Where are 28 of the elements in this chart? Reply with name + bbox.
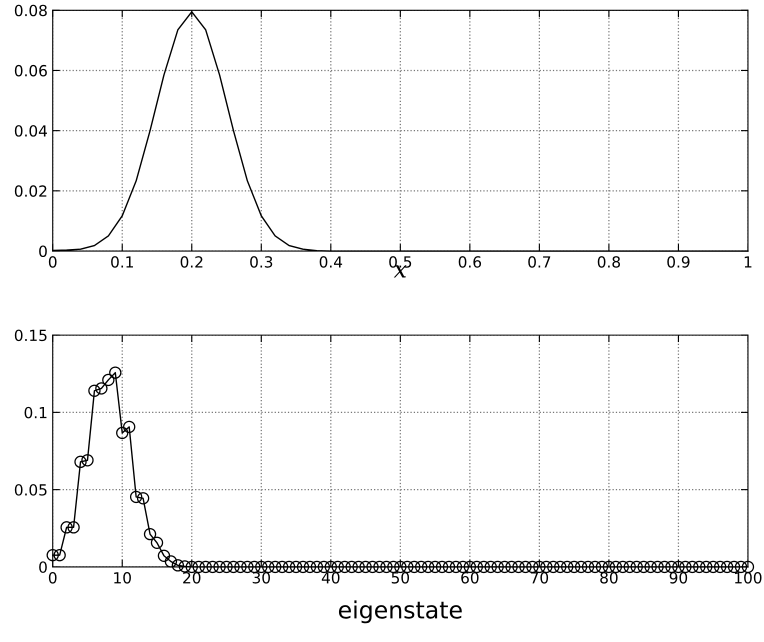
y-tick-label: 0.08 bbox=[14, 4, 47, 16]
x-tick-label: 0.9 bbox=[667, 256, 690, 268]
y-tick-label: 0.04 bbox=[14, 125, 47, 137]
y-tick-label: 0.15 bbox=[14, 330, 47, 342]
x-tick-label: 20 bbox=[183, 572, 200, 584]
y-tick-label: 0.05 bbox=[14, 484, 47, 496]
x-tick-label: 40 bbox=[322, 572, 340, 584]
x-tick-label: 0.7 bbox=[528, 256, 550, 268]
y-tick-label: 0.06 bbox=[14, 64, 47, 76]
x-tick-label: 0.8 bbox=[598, 256, 620, 268]
x-tick-label: 10 bbox=[114, 572, 131, 584]
x-tick-label: 0 bbox=[48, 572, 57, 584]
y-tick-label: 0 bbox=[39, 245, 47, 258]
y-tick-label: 0.02 bbox=[14, 185, 46, 197]
x-tick-label: 0 bbox=[48, 256, 57, 268]
x-axis-title: eigenstate bbox=[338, 600, 462, 624]
x-tick-label: 0.1 bbox=[111, 256, 133, 268]
y-tick-label: 0 bbox=[39, 561, 47, 573]
x-tick-label: 60 bbox=[461, 572, 479, 584]
x-tick-label: 100 bbox=[735, 572, 762, 584]
x-tick-label: 0.3 bbox=[250, 256, 272, 268]
x-tick-label: 0.4 bbox=[320, 256, 342, 268]
x-tick-label: 90 bbox=[670, 572, 688, 584]
x-tick-label: 80 bbox=[600, 572, 618, 584]
x-tick-label: 1 bbox=[744, 256, 752, 268]
x-tick-label: 0.6 bbox=[458, 256, 482, 268]
y-tick-label: 0.1 bbox=[24, 406, 46, 418]
x-tick-label: 0.2 bbox=[180, 256, 202, 268]
